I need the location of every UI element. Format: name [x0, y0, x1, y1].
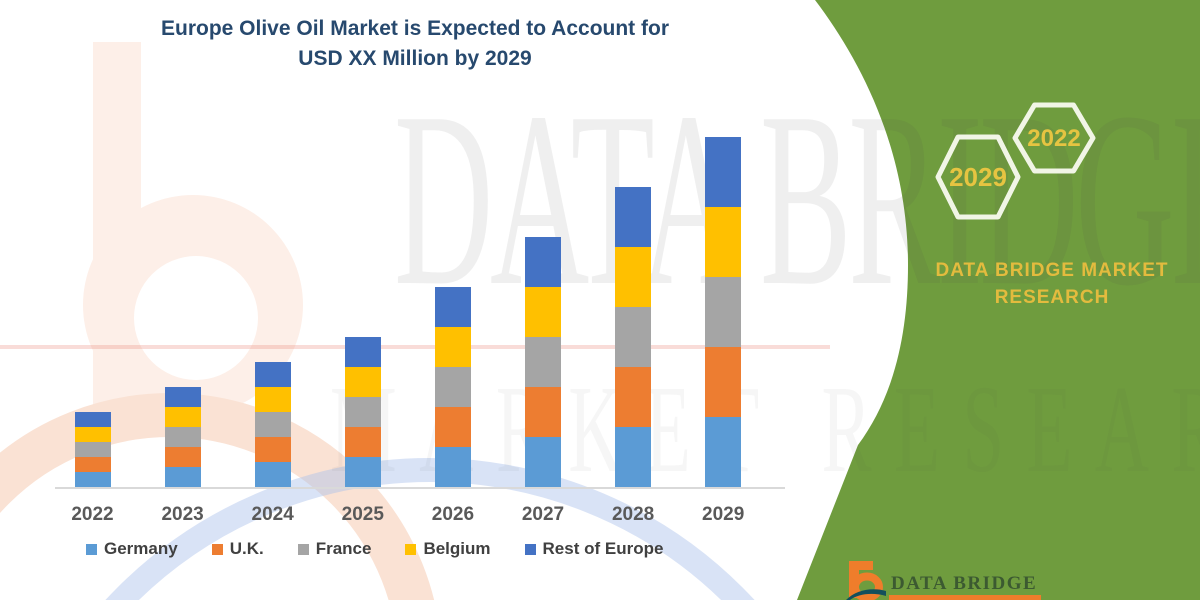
bar-2026-segment-france: [434, 367, 471, 407]
legend-swatch-rest-of-europe: [524, 543, 536, 555]
bar-2026-segment-germany: [434, 447, 471, 487]
bar-2027: [525, 237, 561, 487]
bar-2028: [615, 187, 652, 487]
legend-item-rest-of-europe: Rest of Europe: [524, 539, 664, 559]
bar-2027-segment-germany: [525, 437, 561, 487]
bar-2024: [254, 362, 291, 487]
footer-logo: DATA BRIDGE: [846, 561, 1041, 600]
bar-2023: [164, 387, 201, 487]
bar-2024-segment-rest-of-europe: [254, 362, 291, 387]
x-axis-label-2024: 2024: [251, 504, 294, 525]
bar-2025-segment-germany: [344, 457, 381, 487]
plot-area: [55, 100, 785, 489]
bar-2024-segment-france: [254, 412, 291, 437]
x-axis-label-2027: 2027: [521, 504, 565, 525]
footer-b-logo-flag: [849, 561, 873, 570]
pink-accent-line: [0, 345, 830, 349]
bar-2028-segment-rest-of-europe: [615, 187, 652, 247]
bar-2029-segment-germany: [705, 417, 742, 487]
bar-2023-segment-belgium: [164, 407, 201, 427]
bar-2026-segment-rest-of-europe: [434, 287, 471, 327]
hexagon-badge-2029: [935, 134, 1021, 220]
bar-2023-segment-rest-of-europe: [164, 387, 201, 407]
x-axis-label-2029: 2029: [702, 504, 745, 525]
legend-swatch-u-k: [211, 543, 223, 555]
bar-2023-segment-germany: [164, 467, 201, 487]
bar-2022-segment-belgium: [74, 427, 111, 442]
bar-2024-segment-germany: [254, 462, 291, 487]
legend-swatch-belgium: [405, 543, 417, 555]
chart-title-line2: USD XX Million by 2029: [298, 47, 532, 70]
bar-2022-segment-germany: [74, 472, 111, 487]
legend-item-u-k: U.K.: [211, 539, 264, 559]
chart-title-line1: Europe Olive Oil Market is Expected to A…: [161, 17, 669, 40]
x-axis-label-2026: 2026: [431, 504, 475, 525]
bar-2029-segment-france: [705, 277, 742, 347]
bar-2029-segment-u-k: [705, 347, 742, 417]
bar-2023-segment-u-k: [164, 447, 201, 467]
bar-2025: [344, 337, 381, 487]
legend: Germany U.K. France Belgium Rest of Europe: [86, 539, 663, 559]
legend-label-belgium: Belgium: [423, 539, 491, 558]
legend-item-germany: Germany: [86, 539, 178, 559]
footer-logo-swoosh-icon: [846, 589, 886, 600]
hexagon-badge-2029-label: 2029: [949, 162, 1007, 192]
bar-2026-segment-u-k: [434, 407, 471, 447]
bar-2029-segment-rest-of-europe: [705, 137, 742, 207]
legend-label-u-k: U.K.: [229, 539, 264, 558]
bar-2029-segment-belgium: [705, 207, 742, 277]
brand-text-line2: RESEARCH: [995, 287, 1110, 308]
bar-2027-segment-france: [525, 337, 561, 387]
bar-2028-segment-u-k: [615, 367, 652, 427]
bar-2028-segment-france: [615, 307, 652, 367]
bar-2022-segment-france: [74, 442, 111, 457]
footer-b-logo-bowl: [851, 572, 883, 600]
bar-2026: [434, 287, 471, 487]
bar-2025-segment-france: [344, 397, 381, 427]
bar-2022-segment-u-k: [74, 457, 111, 472]
bar-2022-segment-rest-of-europe: [74, 412, 111, 427]
x-axis-label-2025: 2025: [341, 504, 384, 525]
bar-2025-segment-rest-of-europe: [344, 337, 381, 367]
bar-2028-segment-belgium: [615, 247, 652, 307]
bar-2027-segment-u-k: [525, 387, 561, 437]
x-axis-label-2028: 2028: [611, 504, 655, 525]
green-panel: [797, 0, 1200, 600]
legend-item-france: France: [297, 539, 372, 559]
legend-swatch-germany: [86, 543, 97, 555]
hexagon-badge-2022: [1012, 102, 1096, 174]
x-axis-label-2022: 2022: [71, 504, 114, 525]
brand-text-line1: DATA BRIDGE MARKET: [936, 260, 1169, 281]
watermark-b-bowl-hole: [134, 256, 258, 380]
x-axis-label-2023: 2023: [161, 504, 204, 525]
bar-2024-segment-belgium: [254, 387, 291, 412]
bar-2029: [705, 137, 742, 487]
bar-2027-segment-rest-of-europe: [525, 237, 561, 287]
footer-logo-wordmark: DATA BRIDGE: [891, 573, 1037, 594]
legend-label-france: France: [315, 539, 372, 558]
bar-2024-segment-u-k: [254, 437, 291, 462]
legend-label-rest-of-europe: Rest of Europe: [542, 539, 664, 558]
bar-2028-segment-germany: [615, 427, 652, 487]
legend-item-belgium: Belgium: [405, 539, 491, 559]
legend-label-germany: Germany: [104, 539, 178, 558]
watermark-blue-arc: [105, 458, 755, 600]
x-axis-labels: 2022 2023 2024 2025 2026 2027 2028 2029: [55, 498, 785, 525]
bar-2025-segment-belgium: [344, 367, 381, 397]
bar-2027-segment-belgium: [525, 287, 561, 337]
hexagon-badge-2022-label: 2022: [1027, 125, 1080, 152]
chart-title: Europe Olive Oil Market is Expected to A…: [40, 14, 790, 74]
bar-2026-segment-belgium: [434, 327, 471, 367]
footer-logo-banner: [889, 595, 1041, 600]
bar-2023-segment-france: [164, 427, 201, 447]
legend-swatch-france: [297, 543, 309, 555]
bar-2025-segment-u-k: [344, 427, 381, 457]
bar-2022: [74, 412, 111, 487]
